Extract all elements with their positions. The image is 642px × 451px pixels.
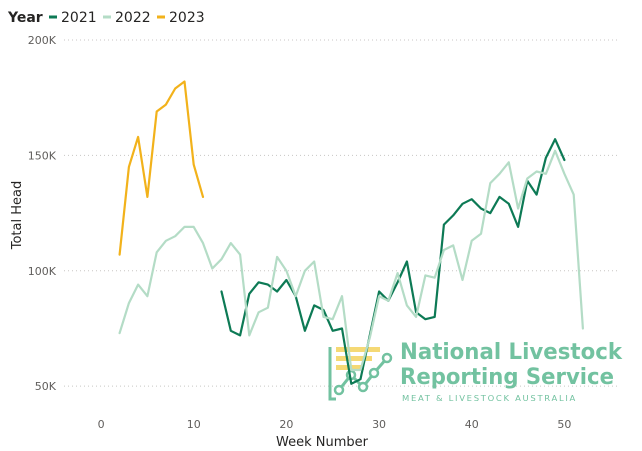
legend-label-2023: 2023 (169, 10, 205, 26)
x-tick-label: 10 (187, 418, 201, 431)
y-axis-title: Total Head (10, 181, 25, 251)
legend-label-2022: 2022 (115, 10, 151, 26)
x-axis-ticks: 0 10 20 30 40 50 (98, 418, 572, 431)
legend: Year 2021 2022 2023 (7, 10, 205, 26)
y-tick-label: 200K (28, 34, 57, 47)
y-tick-label: 100K (28, 265, 57, 278)
x-tick-label: 30 (372, 418, 386, 431)
series-line-2023 (118, 80, 205, 256)
series-line-2022 (118, 149, 585, 372)
series-line-2021 (220, 138, 566, 385)
legend-label-2021: 2021 (61, 10, 97, 26)
watermark-line-3: MEAT & LIVESTOCK AUSTRALIA (402, 394, 577, 403)
y-tick-label: 50K (35, 380, 57, 393)
x-tick-label: 0 (98, 418, 105, 431)
y-tick-label: 150K (28, 149, 57, 162)
x-tick-label: 50 (557, 418, 571, 431)
nlrs-logo-icon (328, 347, 393, 401)
x-tick-label: 20 (279, 418, 293, 431)
y-axis-ticks: 50K 100K 150K 200K (28, 34, 57, 393)
nlrs-watermark-logo: National Livestock Reporting Service MEA… (328, 340, 623, 403)
legend-title: Year (7, 10, 43, 26)
series-lines (118, 80, 585, 385)
gridlines (64, 39, 620, 387)
x-axis-title: Week Number (276, 435, 369, 450)
watermark-line-1: National Livestock (400, 340, 623, 365)
x-tick-label: 40 (465, 418, 479, 431)
watermark-line-2: Reporting Service (400, 365, 614, 390)
